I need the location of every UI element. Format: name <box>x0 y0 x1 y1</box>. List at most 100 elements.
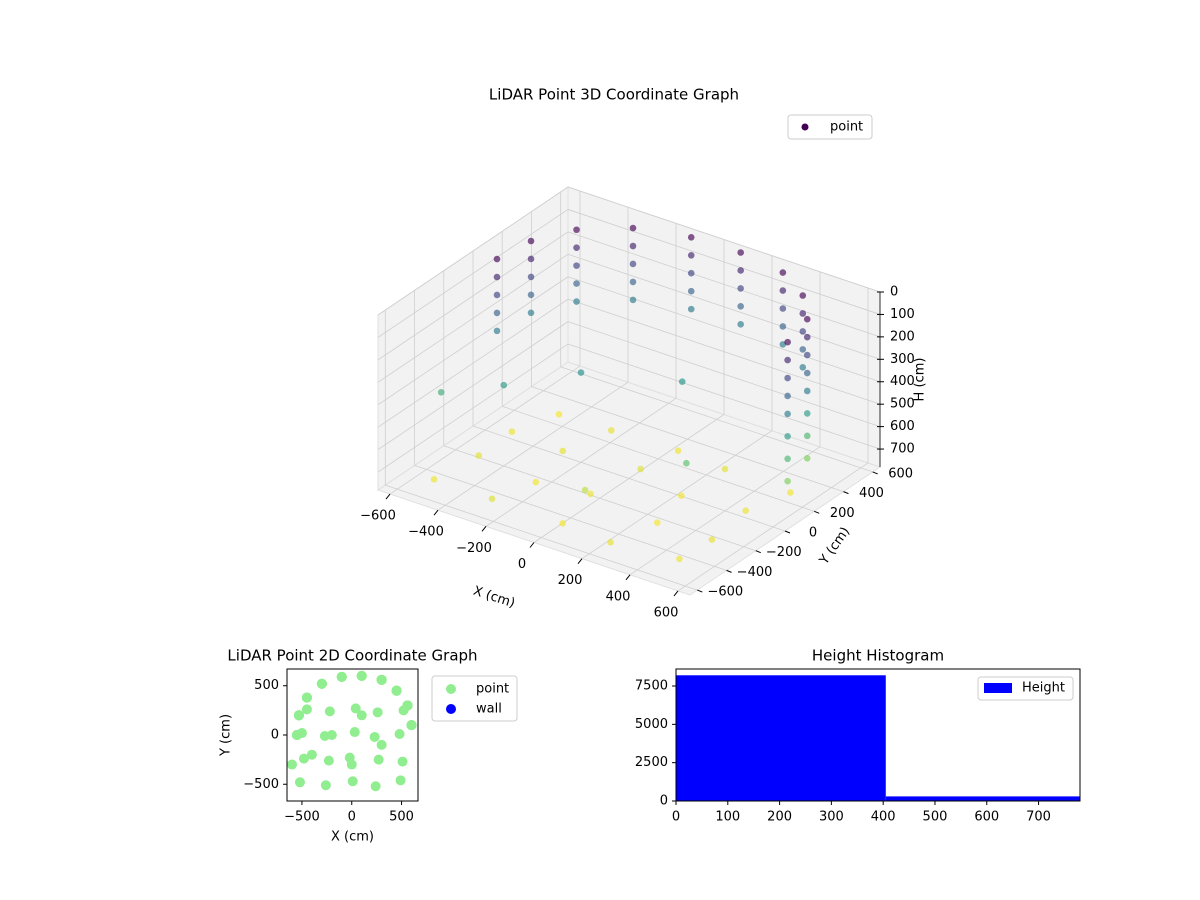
point <box>527 309 535 317</box>
x-tick-label: 300 <box>819 810 844 825</box>
grid-line <box>502 405 815 512</box>
legend-label: point <box>476 682 509 697</box>
x-tick-label: 400 <box>871 810 896 825</box>
plot-frame <box>675 668 1081 802</box>
point <box>349 727 360 738</box>
point <box>683 459 690 467</box>
point <box>555 411 563 418</box>
point <box>799 364 807 371</box>
point <box>687 305 695 313</box>
grid-line <box>414 465 727 571</box>
y-tick <box>843 491 849 495</box>
point <box>629 278 637 286</box>
y-tick <box>697 589 703 593</box>
y-tick-label: 0 <box>271 728 279 743</box>
point <box>430 475 438 483</box>
point <box>293 710 304 721</box>
y-axis-label: Y (cm) <box>816 524 853 568</box>
point <box>799 310 807 317</box>
x-tick-label: 600 <box>974 810 999 825</box>
point <box>527 273 535 281</box>
point <box>799 328 807 335</box>
point <box>394 729 405 740</box>
point <box>336 671 347 682</box>
x-tick <box>625 574 631 581</box>
grid-line <box>377 298 569 428</box>
x-tick-label: 0 <box>518 557 526 572</box>
point <box>779 305 787 312</box>
grid-line <box>567 209 881 315</box>
point <box>784 356 791 364</box>
chart-title: LiDAR Point 3D Coordinate Graph <box>489 86 739 104</box>
x-axis-label: X (cm) <box>331 830 374 845</box>
point <box>803 351 811 359</box>
grid-line <box>567 253 881 360</box>
x-tick-label: 500 <box>389 810 414 825</box>
point <box>653 519 661 526</box>
z-tick-label: 100 <box>890 307 915 322</box>
point <box>629 242 637 250</box>
grid-line <box>377 343 569 473</box>
point <box>286 759 297 770</box>
x-tick-label: −400 <box>408 525 444 540</box>
point <box>799 292 807 299</box>
point <box>577 369 585 376</box>
point <box>784 410 791 418</box>
z-tick-label: 300 <box>890 352 915 367</box>
grid-line <box>377 231 569 361</box>
x-tick-label: 700 <box>1026 810 1051 825</box>
point <box>296 728 307 739</box>
point <box>742 507 749 514</box>
y-tick-label: 500 <box>254 678 279 693</box>
point <box>779 269 787 276</box>
grid-line <box>472 425 786 532</box>
point <box>573 280 580 287</box>
x-tick-label: 0 <box>672 810 680 825</box>
point <box>737 267 744 274</box>
point <box>527 237 535 245</box>
point <box>687 269 695 277</box>
legend-label: point <box>830 120 863 135</box>
point <box>721 465 729 473</box>
point <box>803 432 811 440</box>
bar <box>885 796 1080 801</box>
x-tick <box>481 526 487 532</box>
grid-line <box>567 343 881 450</box>
x-tick-label: 100 <box>715 810 740 825</box>
x-axis-label: X (cm) <box>471 584 517 612</box>
point <box>784 455 791 463</box>
x-tick <box>529 542 535 548</box>
point <box>376 739 387 750</box>
point <box>687 287 695 295</box>
z-axis-label: H (cm) <box>913 358 928 402</box>
x-tick-label: 0 <box>348 810 356 825</box>
y-tick-label: 0 <box>809 526 817 541</box>
legend-marker <box>801 123 809 131</box>
point <box>493 327 501 335</box>
point <box>527 291 535 299</box>
point <box>587 490 594 498</box>
point <box>406 720 417 731</box>
y-tick-label: 0 <box>660 794 668 809</box>
point <box>674 447 682 454</box>
point <box>493 255 501 263</box>
x-tick-label: 200 <box>767 810 792 825</box>
y-tick <box>784 530 791 534</box>
x-tick <box>577 558 583 564</box>
y-tick-label: 200 <box>830 506 855 521</box>
point <box>573 226 580 234</box>
x-tick-label: −500 <box>284 810 320 825</box>
point <box>326 730 337 740</box>
point <box>298 753 309 764</box>
point <box>803 333 811 341</box>
point <box>784 433 791 440</box>
point <box>475 452 483 459</box>
point <box>803 369 811 377</box>
point <box>573 244 580 251</box>
grid-line <box>385 484 698 591</box>
x-tick-label: 200 <box>558 573 583 588</box>
point <box>397 756 408 767</box>
point <box>294 777 305 788</box>
point <box>559 447 567 455</box>
